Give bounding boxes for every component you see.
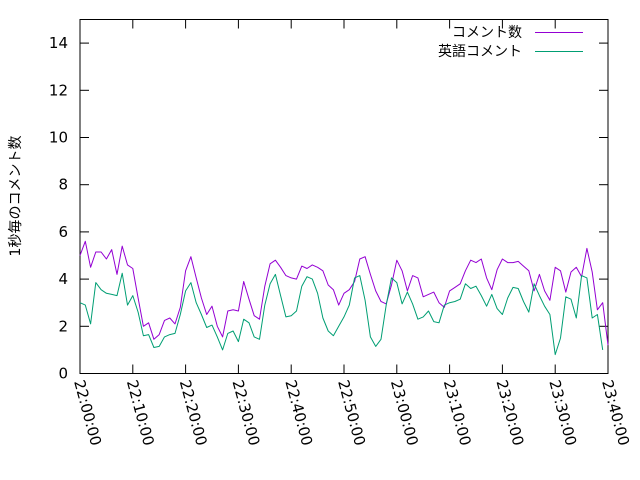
x-tick-label: 23:20:00: [493, 378, 528, 448]
plot-frame: [79, 19, 609, 374]
series-line-1: [79, 272, 604, 356]
y-axis-label: 1秒毎のコメント数: [8, 136, 24, 257]
x-tick-label: 22:40:00: [281, 378, 316, 448]
legend: コメント数 英語コメント: [438, 25, 583, 60]
y-tick-label: 2: [58, 317, 68, 335]
x-tick-label: 22:30:00: [229, 378, 264, 448]
y-tick-label: 14: [49, 34, 68, 52]
y-tick-label: 10: [49, 129, 68, 147]
y-tick-label: 4: [58, 270, 68, 288]
x-tick-label: 22:20:00: [176, 378, 211, 448]
series-line-0: [79, 240, 609, 346]
y-tick-label: 0: [58, 365, 68, 383]
x-axis-ticks: 22:00:00 22:10:00 22:20:00 22:30:00 22:40:00…: [70, 19, 633, 448]
x-tick-label: 22:10:00: [123, 378, 158, 448]
x-tick-label: 23:00:00: [387, 378, 422, 448]
y-tick-label: 12: [49, 81, 68, 99]
x-tick-label: 23:30:00: [545, 378, 580, 448]
x-tick-label: 22:50:00: [334, 378, 369, 448]
legend-label-1: 英語コメント: [438, 43, 522, 60]
x-tick-label: 22:00:00: [70, 378, 105, 448]
series-lines: [79, 240, 609, 356]
legend-label-0: コメント数: [452, 25, 522, 41]
x-tick-label: 23:10:00: [440, 378, 475, 448]
y-tick-label: 8: [58, 176, 68, 194]
x-tick-label: 23:40:00: [598, 378, 633, 448]
y-tick-label: 6: [58, 223, 68, 241]
y-axis-ticks: 0 2 4 6 8 10 12 14: [49, 34, 608, 383]
